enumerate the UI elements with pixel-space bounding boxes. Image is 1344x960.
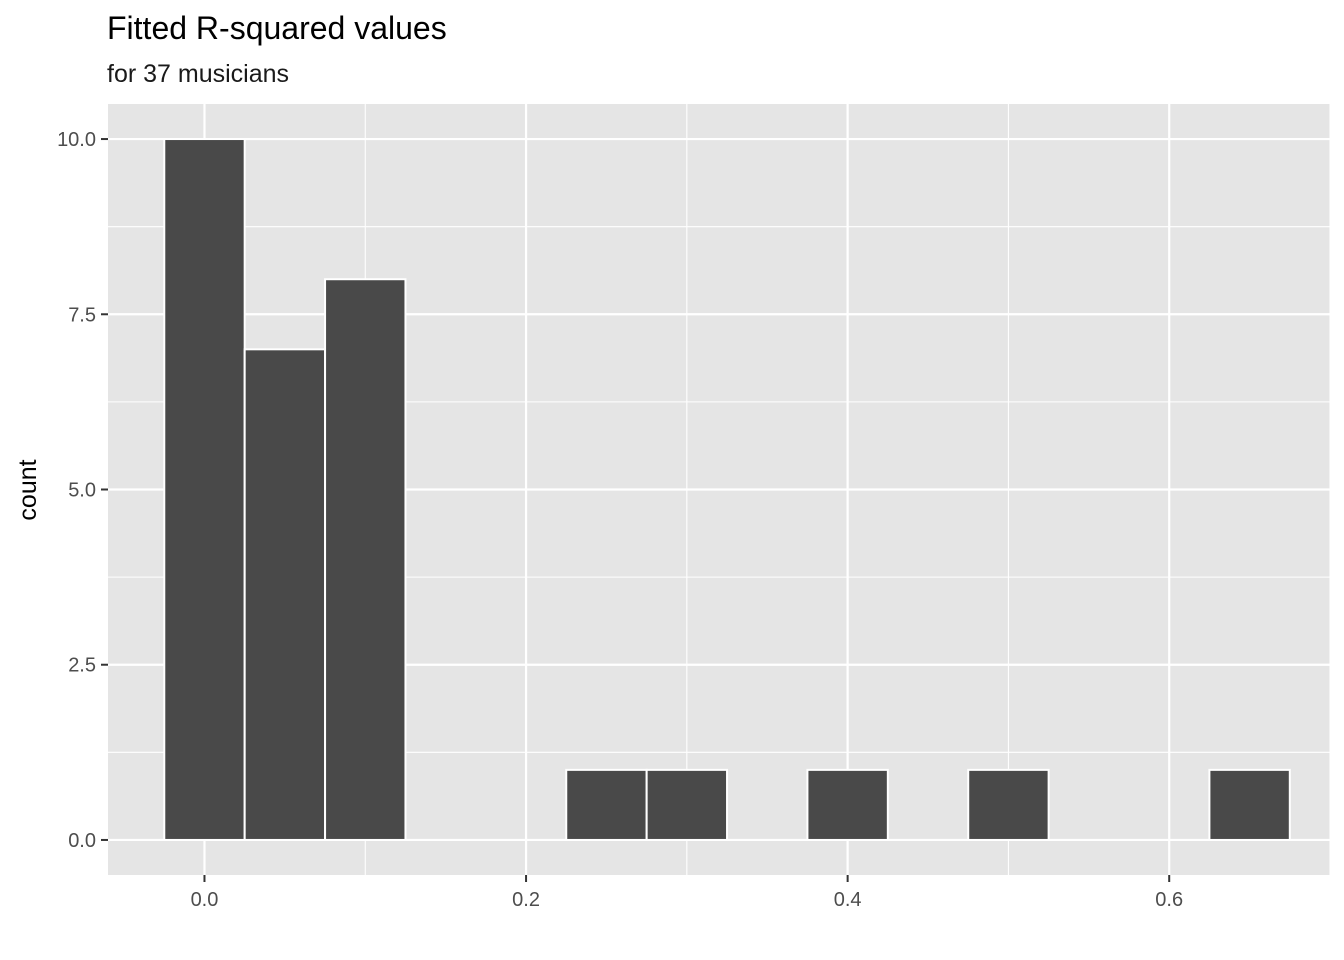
y-tick-label: 7.5 [68,304,96,326]
histogram-bar [243,348,327,841]
histogram-bar [565,768,648,841]
chart-subtitle: for 37 musicians [107,60,289,88]
histogram-bars [163,138,1291,841]
y-tick-label: 0.0 [68,830,96,852]
histogram-bar [967,768,1050,841]
x-tick-label: 0.6 [1155,889,1183,911]
y-axis: 0.0 2.5 5.0 7.5 10.0 [57,129,108,852]
histogram-bar [1208,768,1291,841]
x-tick-label: 0.4 [834,889,862,911]
y-tick-label: 5.0 [68,480,96,502]
x-tick-label: 0.2 [512,889,540,911]
y-tick-label: 2.5 [68,655,96,677]
y-tick-label: 10.0 [57,129,96,151]
histogram-bar [645,768,729,841]
y-axis-title: count [14,459,42,520]
histogram-bar [806,768,889,841]
chart-title: Fitted R-squared values [107,10,447,46]
x-axis: 0.0 0.2 0.4 0.6 [191,875,1183,911]
histogram-bar [163,138,246,841]
histogram-bar [324,278,407,841]
x-tick-label: 0.0 [191,889,219,911]
